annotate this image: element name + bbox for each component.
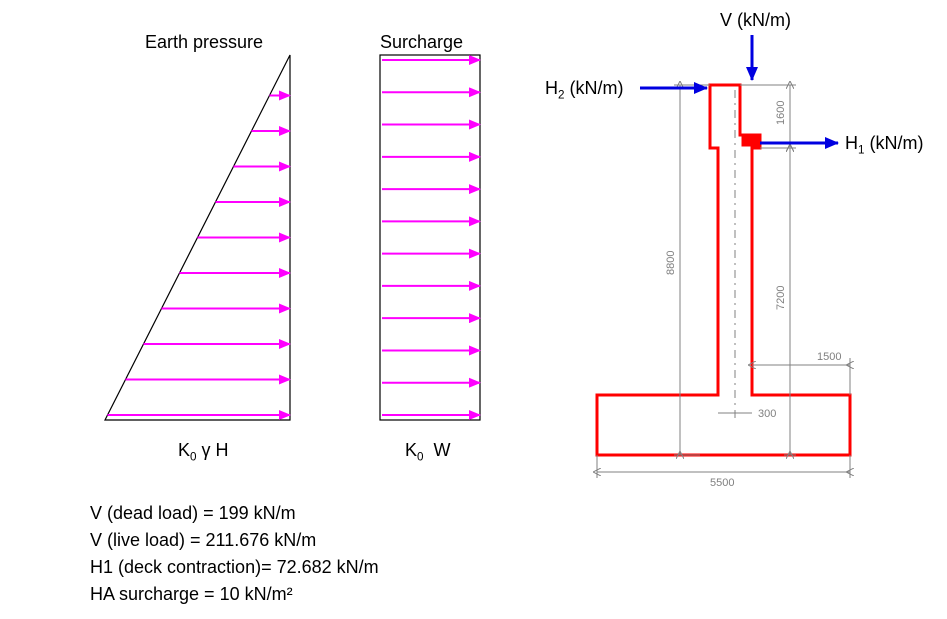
dim-7200: 7200	[775, 286, 787, 310]
abutment-section: 5500 1500 300 8800 7200 1600	[597, 35, 850, 489]
h1-label: H1 (kN/m)	[845, 133, 924, 157]
earth-pressure-diagram	[105, 55, 290, 420]
dim-1600: 1600	[775, 101, 787, 125]
earth-pressure-formula: K0 γ H	[178, 440, 229, 464]
note-line: V (live load) = 211.676 kN/m	[90, 527, 379, 554]
notes-block: V (dead load) = 199 kN/m V (live load) =…	[90, 500, 379, 608]
surcharge-diagram	[380, 55, 480, 420]
dim-8800: 8800	[665, 251, 677, 275]
note-line: HA surcharge = 10 kN/m²	[90, 581, 379, 608]
surcharge-title: Surcharge	[380, 32, 463, 53]
dim-1500: 1500	[817, 351, 841, 363]
note-line: H1 (deck contraction)= 72.682 kN/m	[90, 554, 379, 581]
dim-5500: 5500	[710, 477, 734, 489]
earth-pressure-title: Earth pressure	[145, 32, 263, 53]
h2-label: H2 (kN/m)	[545, 78, 624, 102]
surcharge-formula: K0 W	[405, 440, 451, 464]
note-line: V (dead load) = 199 kN/m	[90, 500, 379, 527]
v-label: V (kN/m)	[720, 10, 791, 31]
dim-300: 300	[758, 408, 776, 420]
